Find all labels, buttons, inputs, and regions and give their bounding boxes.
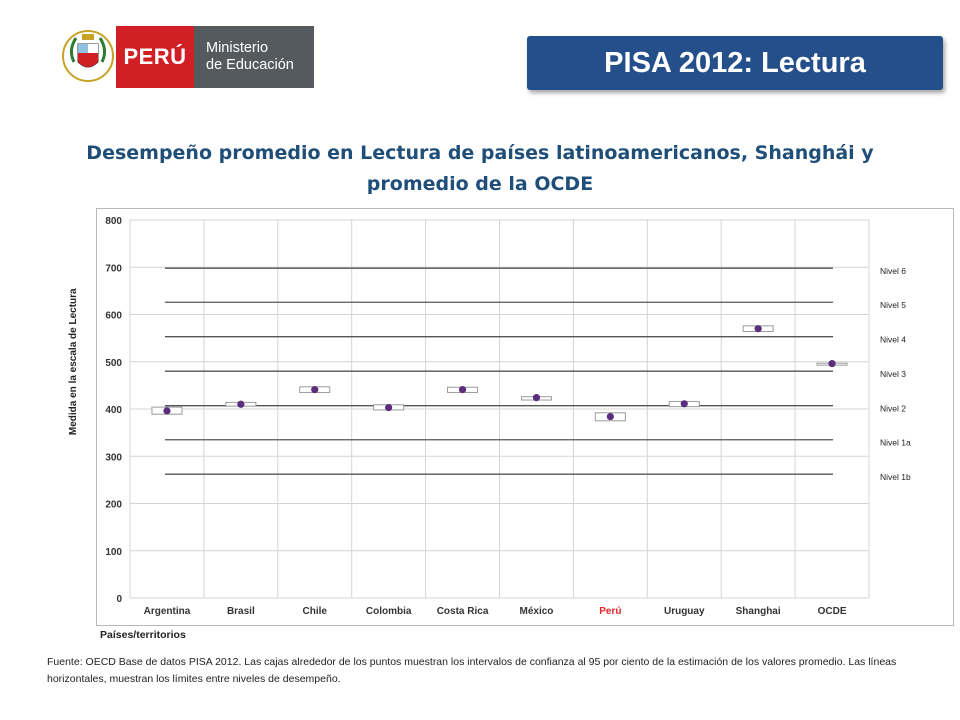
brand-peru-label: PERÚ [123, 44, 187, 69]
chart-title: Desempeño promedio en Lectura de países … [86, 142, 874, 195]
x-axis-label: Países/territorios [100, 629, 186, 641]
mean-point [680, 400, 688, 408]
y-tick-label: 300 [105, 452, 122, 463]
mean-point [754, 325, 762, 333]
slide-title: PISA 2012: Lectura [527, 36, 943, 90]
mean-point [532, 394, 541, 402]
x-tick-label: Shanghai [736, 606, 781, 617]
y-tick-label: 200 [105, 500, 122, 511]
level-label: Nivel 4 [880, 335, 906, 345]
brand-ministry-line1: Ministerio [206, 40, 269, 56]
mean-point [458, 386, 467, 394]
y-tick-label: 700 [105, 263, 122, 274]
level-label: Nivel 3 [880, 369, 906, 379]
x-tick-label: Uruguay [664, 606, 705, 617]
mean-point [828, 360, 836, 368]
level-label: Nivel 2 [880, 404, 906, 414]
level-label: Nivel 5 [880, 300, 906, 310]
x-tick-label: Perú [599, 606, 621, 617]
peru-coat-of-arms-icon [62, 30, 114, 82]
x-tick-label: Costa Rica [437, 606, 489, 617]
x-tick-label: Colombia [366, 606, 412, 617]
level-label: Nivel 1b [880, 472, 911, 482]
mean-point [385, 403, 393, 412]
source-footnote: Fuente: OECD Base de datos PISA 2012. La… [47, 656, 897, 685]
level-label: Nivel 6 [880, 266, 906, 276]
y-tick-label: 0 [116, 594, 122, 605]
y-tick-label: 400 [105, 405, 122, 416]
x-tick-label: OCDE [818, 606, 847, 617]
brand-ministry-box: Ministerio de Educación [194, 26, 314, 88]
y-axis-label: Medida en la escala de Lectura [68, 288, 79, 435]
level-label: Nivel 1a [880, 438, 911, 448]
brand-ministry-line2: de Educación [206, 57, 294, 73]
mean-point [237, 400, 245, 408]
reading-performance-chart: 0 100 200 300 400 500 600 700 800 Nivel 6 Nivel 5 N… [68, 208, 954, 641]
x-tick-label: Chile [303, 606, 328, 617]
x-tick-label: Brasil [227, 606, 255, 617]
y-tick-label: 600 [105, 311, 122, 322]
mean-point [163, 407, 171, 415]
x-tick-label: Argentina [144, 606, 191, 617]
y-tick-label: 500 [105, 358, 122, 369]
y-tick-label: 800 [105, 216, 122, 227]
mean-point [311, 386, 319, 394]
mean-point [606, 412, 614, 421]
x-tick-label: México [519, 606, 553, 617]
chart-frame [96, 208, 954, 626]
y-tick-label: 100 [105, 547, 122, 558]
ministry-logo: PERÚ Ministerio de Educación [60, 26, 314, 88]
